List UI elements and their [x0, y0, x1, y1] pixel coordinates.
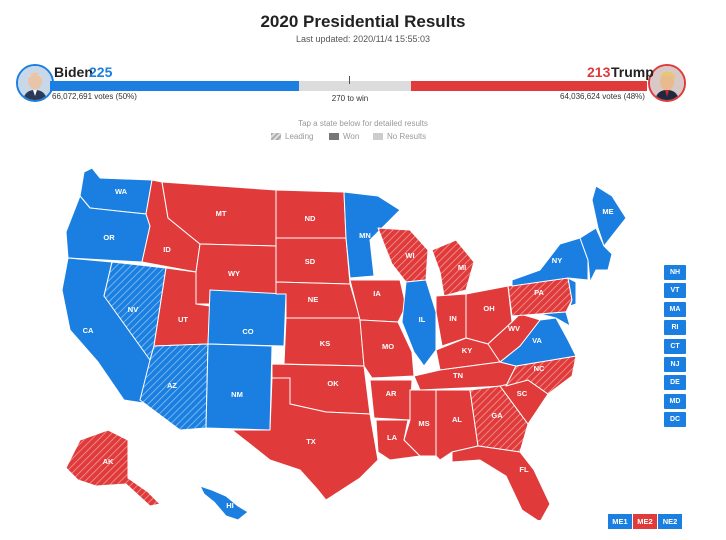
state-label-wi: WI: [405, 251, 414, 260]
state-ar[interactable]: [369, 379, 413, 421]
state-hi[interactable]: [199, 485, 249, 520]
win-threshold-marker: [349, 76, 350, 84]
state-label-in: IN: [449, 314, 457, 323]
trump-ev-bar: [411, 81, 647, 91]
last-updated: Last updated: 2020/11/4 15:55:03: [296, 34, 430, 44]
small-state-nj[interactable]: NJ: [664, 357, 686, 372]
state-label-wa: WA: [115, 187, 128, 196]
state-md-shape[interactable]: [539, 311, 571, 327]
trump-popular-votes: 64,036,624 votes (48%): [560, 92, 645, 101]
state-label-mn: MN: [359, 231, 371, 240]
state-label-az: AZ: [167, 381, 177, 390]
small-state-de[interactable]: DE: [664, 375, 686, 391]
state-label-tn: TN: [453, 371, 463, 380]
state-label-ia: IA: [373, 289, 381, 298]
state-label-ak: AK: [103, 457, 114, 466]
state-mn[interactable]: [343, 191, 401, 279]
trump-avatar: [648, 64, 686, 102]
state-label-nv: NV: [128, 305, 138, 314]
trump-name: Trump: [611, 64, 654, 80]
state-label-ne: NE: [308, 295, 318, 304]
state-label-ky: KY: [462, 346, 472, 355]
legend-no-results-label: No Results: [387, 132, 427, 141]
state-label-tx: TX: [306, 437, 316, 446]
state-label-wv: WV: [508, 324, 520, 333]
trump-electoral-votes: 213: [587, 64, 611, 80]
state-nj-shape[interactable]: [567, 277, 577, 307]
state-label-nm: NM: [231, 390, 243, 399]
page-title: 2020 Presidential Results: [260, 12, 466, 31]
small-state-ri[interactable]: RI: [664, 320, 686, 336]
state-label-me: ME: [602, 207, 613, 216]
state-label-ms: MS: [418, 419, 429, 428]
state-label-sd: SD: [305, 257, 316, 266]
state-label-ga: GA: [491, 411, 503, 420]
district-me2[interactable]: ME2: [633, 514, 657, 529]
map-instruction: Tap a state below for detailed results: [298, 119, 428, 128]
legend-no-results: No Results: [373, 132, 426, 141]
state-label-mt: MT: [216, 209, 227, 218]
state-ak[interactable]: [65, 429, 161, 507]
state-label-nc: NC: [534, 364, 545, 373]
biden-electoral-votes: 225: [89, 64, 113, 80]
state-label-ny: NY: [552, 256, 562, 265]
to-win-label: 270 to win: [331, 94, 369, 103]
biden-ev-bar: [50, 81, 299, 91]
state-tx[interactable]: [231, 377, 379, 501]
undecided-ev-bar: [299, 81, 411, 91]
state-ny[interactable]: [511, 237, 589, 287]
state-label-co: CO: [242, 327, 253, 336]
small-state-vt[interactable]: VT: [664, 283, 686, 299]
state-label-pa: PA: [534, 288, 544, 297]
small-state-md[interactable]: MD: [664, 393, 686, 409]
state-label-il: IL: [419, 315, 426, 324]
state-ia[interactable]: [349, 279, 407, 323]
legend-won-label: Won: [343, 132, 360, 141]
legend-leading-label: Leading: [285, 132, 314, 141]
small-state-ma[interactable]: MA: [664, 301, 686, 317]
small-state-dc[interactable]: DC: [664, 412, 686, 428]
small-state-nh[interactable]: NH: [664, 265, 686, 280]
us-election-map[interactable]: WA OR CA NV ID MT WY UT CO AZ NM ND SD NE KS OK TX MN IA MO…: [0, 150, 726, 520]
state-label-fl: FL: [519, 465, 529, 474]
state-label-va: VA: [532, 336, 542, 345]
state-nm[interactable]: [205, 343, 273, 431]
state-label-ca: CA: [83, 326, 94, 335]
leading-swatch: [271, 133, 281, 140]
state-mi[interactable]: [431, 239, 475, 297]
state-il[interactable]: [401, 279, 437, 367]
state-fl[interactable]: [451, 445, 551, 520]
no-results-swatch: [373, 133, 383, 140]
state-new-england[interactable]: [579, 227, 613, 283]
state-label-ar: AR: [386, 389, 397, 398]
district-ne2[interactable]: NE2: [658, 514, 682, 529]
small-state-ct[interactable]: CT: [664, 338, 686, 354]
state-label-id: ID: [163, 245, 171, 254]
state-wi[interactable]: [377, 227, 429, 283]
state-label-la: LA: [387, 433, 398, 442]
legend-leading: Leading: [271, 132, 313, 141]
state-label-ok: OK: [327, 379, 339, 388]
state-label-ks: KS: [320, 339, 330, 348]
biden-name: Biden: [54, 64, 93, 80]
state-wv[interactable]: [487, 313, 541, 363]
biden-popular-votes: 66,072,691 votes (50%): [52, 92, 137, 101]
state-ga[interactable]: [469, 385, 529, 453]
state-label-sc: SC: [517, 389, 528, 398]
biden-avatar: [16, 64, 54, 102]
state-label-mi: MI: [458, 263, 466, 272]
state-in[interactable]: [435, 293, 467, 347]
state-co[interactable]: [207, 289, 287, 347]
state-label-wy: WY: [228, 269, 240, 278]
district-me1[interactable]: ME1: [608, 514, 632, 529]
state-label-mo: MO: [382, 342, 394, 351]
state-label-oh: OH: [483, 304, 494, 313]
state-label-nd: ND: [305, 214, 316, 223]
state-label-ut: UT: [178, 315, 188, 324]
state-label-al: AL: [452, 415, 462, 424]
state-label-hi: HI: [226, 501, 234, 510]
won-swatch: [329, 133, 339, 140]
legend-won: Won: [329, 132, 359, 141]
state-label-or: OR: [103, 233, 115, 242]
